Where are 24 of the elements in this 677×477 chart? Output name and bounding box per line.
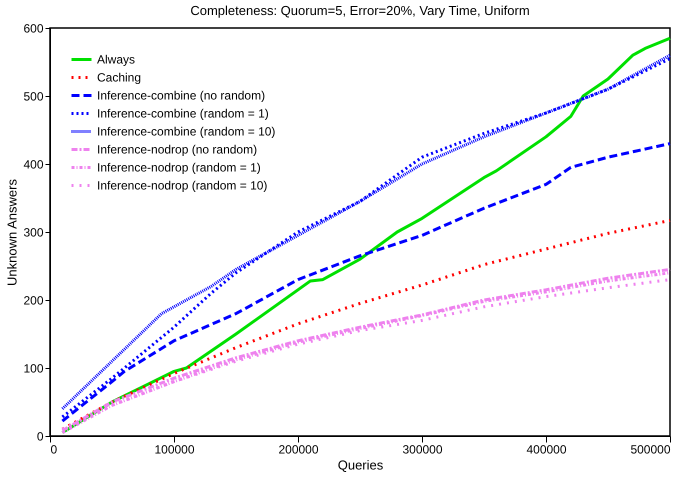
x-tick-label: 100000 [154,442,195,456]
y-tick-label: 0 [36,430,44,444]
x-tick-label: 300000 [402,442,443,456]
x-tick-label: 0 [50,442,58,456]
y-tick-label: 400 [23,158,44,172]
y-tick-label: 500 [23,90,44,104]
y-tick-label: 100 [23,362,44,376]
y-tick-label: 300 [23,226,44,240]
x-axis-title: Queries [338,458,384,472]
legend-label: Inference-combine (random = 10) [97,124,276,138]
x-tick-label: 200000 [278,442,319,456]
x-tick-label: 500000 [630,442,671,456]
legend-label: Inference-combine (no random) [97,88,266,102]
legend-label: Always [97,52,136,66]
y-axis-title: Unknown Answers [4,178,20,286]
legend-label: Inference-nodrop (random = 1) [97,160,261,174]
y-tick-label: 600 [23,22,44,36]
x-tick-label: 400000 [526,442,567,456]
y-tick-label: 200 [23,294,44,308]
legend-label: Inference-nodrop (no random) [97,142,258,156]
legend-label: Inference-nodrop (random = 10) [97,178,268,192]
chart-title: Completeness: Quorum=5, Error=20%, Vary Time, Uniform [190,3,530,18]
legend-label: Inference-combine (random = 1) [97,106,269,120]
legend-label: Caching [97,70,142,84]
